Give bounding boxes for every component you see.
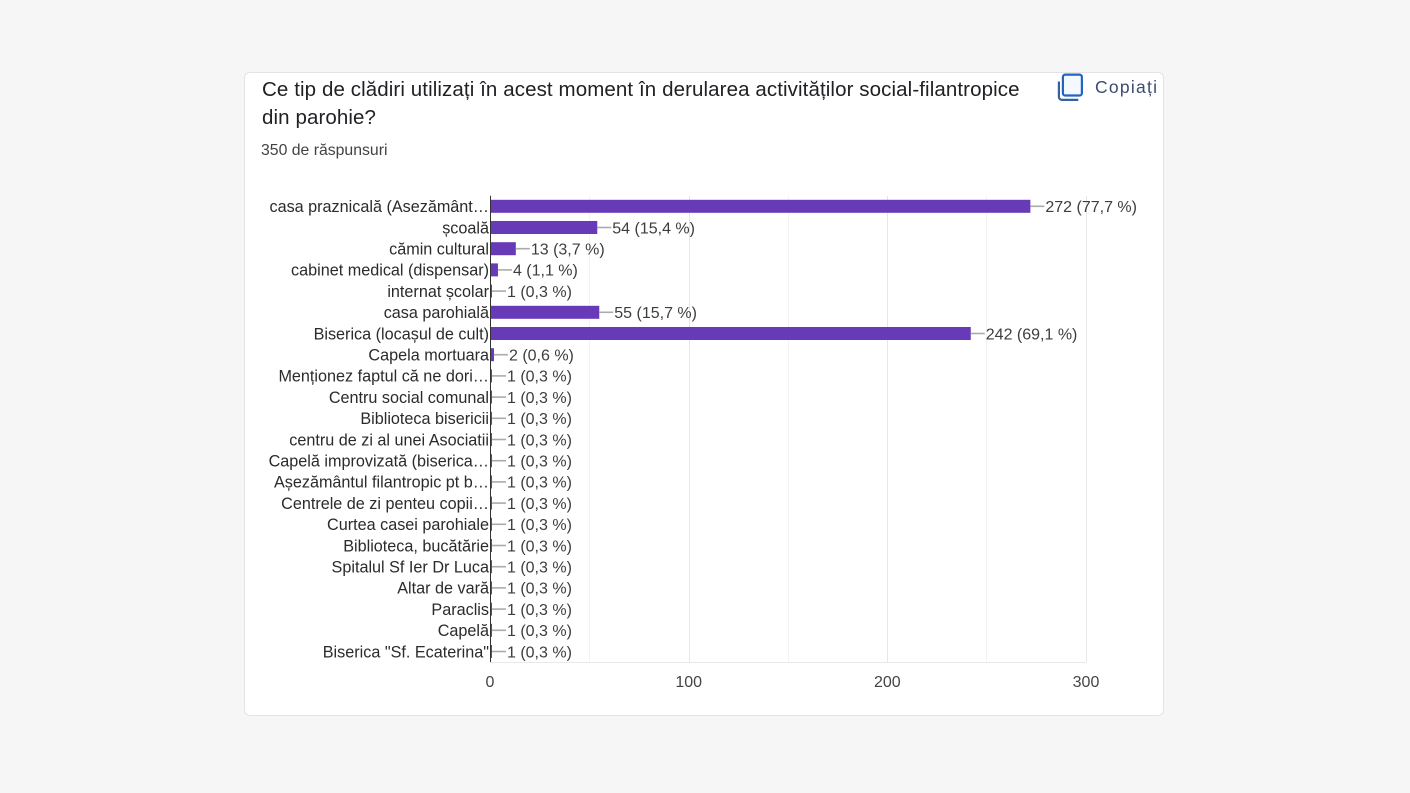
svg-text:1 (0,3 %): 1 (0,3 %) xyxy=(507,390,572,407)
svg-text:Altar de vară: Altar de vară xyxy=(397,580,489,598)
svg-text:Centru social comunal: Centru social comunal xyxy=(329,389,489,407)
svg-text:1 (0,3 %): 1 (0,3 %) xyxy=(507,560,572,577)
svg-text:1 (0,3 %): 1 (0,3 %) xyxy=(507,284,572,301)
svg-text:Capelă: Capelă xyxy=(438,622,489,640)
svg-text:cabinet medical (dispensar): cabinet medical (dispensar) xyxy=(291,262,489,280)
svg-text:1 (0,3 %): 1 (0,3 %) xyxy=(507,623,572,640)
svg-text:Spitalul Sf Ier Dr Luca: Spitalul Sf Ier Dr Luca xyxy=(332,559,489,577)
svg-text:1 (0,3 %): 1 (0,3 %) xyxy=(507,538,572,555)
svg-text:Biblioteca, bucătărie: Biblioteca, bucătărie xyxy=(343,537,489,555)
svg-text:Biserica "Sf. Ecaterina": Biserica "Sf. Ecaterina" xyxy=(323,643,489,661)
svg-text:1 (0,3 %): 1 (0,3 %) xyxy=(507,517,572,534)
svg-text:100: 100 xyxy=(675,674,702,691)
svg-text:cămin cultural: cămin cultural xyxy=(389,241,489,259)
svg-text:13 (3,7 %): 13 (3,7 %) xyxy=(531,242,605,259)
svg-text:casa praznicală (Asezământ…: casa praznicală (Asezământ… xyxy=(269,198,489,216)
svg-text:Menționez faptul că ne dori…: Menționez faptul că ne dori… xyxy=(278,368,489,386)
svg-text:1 (0,3 %): 1 (0,3 %) xyxy=(507,411,572,428)
svg-text:Biserica (locașul de cult): Biserica (locașul de cult) xyxy=(314,325,489,343)
svg-text:Așezământul filantropic pt b…: Așezământul filantropic pt b… xyxy=(274,474,489,492)
svg-text:1 (0,3 %): 1 (0,3 %) xyxy=(507,644,572,661)
svg-text:Paraclis: Paraclis xyxy=(431,601,489,619)
svg-text:casa parohială: casa parohială xyxy=(384,304,489,322)
svg-text:242 (69,1 %): 242 (69,1 %) xyxy=(986,326,1078,343)
svg-text:4 (1,1 %): 4 (1,1 %) xyxy=(513,263,578,280)
svg-text:Capelă improvizată (biserica…: Capelă improvizată (biserica… xyxy=(269,453,489,471)
svg-text:Centrele de zi penteu copii…: Centrele de zi penteu copii… xyxy=(281,495,489,513)
svg-text:1 (0,3 %): 1 (0,3 %) xyxy=(507,432,572,449)
svg-text:0: 0 xyxy=(486,674,495,691)
svg-text:54 (15,4 %): 54 (15,4 %) xyxy=(612,220,695,237)
svg-text:2 (0,6 %): 2 (0,6 %) xyxy=(509,348,574,365)
svg-text:internat școlar: internat școlar xyxy=(387,283,489,301)
svg-text:Capela mortuara: Capela mortuara xyxy=(368,347,489,365)
svg-text:1 (0,3 %): 1 (0,3 %) xyxy=(507,581,572,598)
svg-text:1 (0,3 %): 1 (0,3 %) xyxy=(507,454,572,471)
svg-text:200: 200 xyxy=(874,674,901,691)
svg-text:272 (77,7 %): 272 (77,7 %) xyxy=(1045,199,1137,216)
svg-text:300: 300 xyxy=(1073,674,1100,691)
svg-text:1 (0,3 %): 1 (0,3 %) xyxy=(507,369,572,386)
svg-text:1 (0,3 %): 1 (0,3 %) xyxy=(507,475,572,492)
svg-text:centru de zi al unei Asociatii: centru de zi al unei Asociatii xyxy=(289,431,489,449)
svg-text:Biblioteca bisericii: Biblioteca bisericii xyxy=(360,410,489,428)
svg-text:1 (0,3 %): 1 (0,3 %) xyxy=(507,602,572,619)
svg-text:1 (0,3 %): 1 (0,3 %) xyxy=(507,496,572,513)
svg-text:Curtea casei parohiale: Curtea casei parohiale xyxy=(327,516,489,534)
svg-text:școală: școală xyxy=(442,219,489,237)
svg-text:55 (15,7 %): 55 (15,7 %) xyxy=(614,305,697,322)
